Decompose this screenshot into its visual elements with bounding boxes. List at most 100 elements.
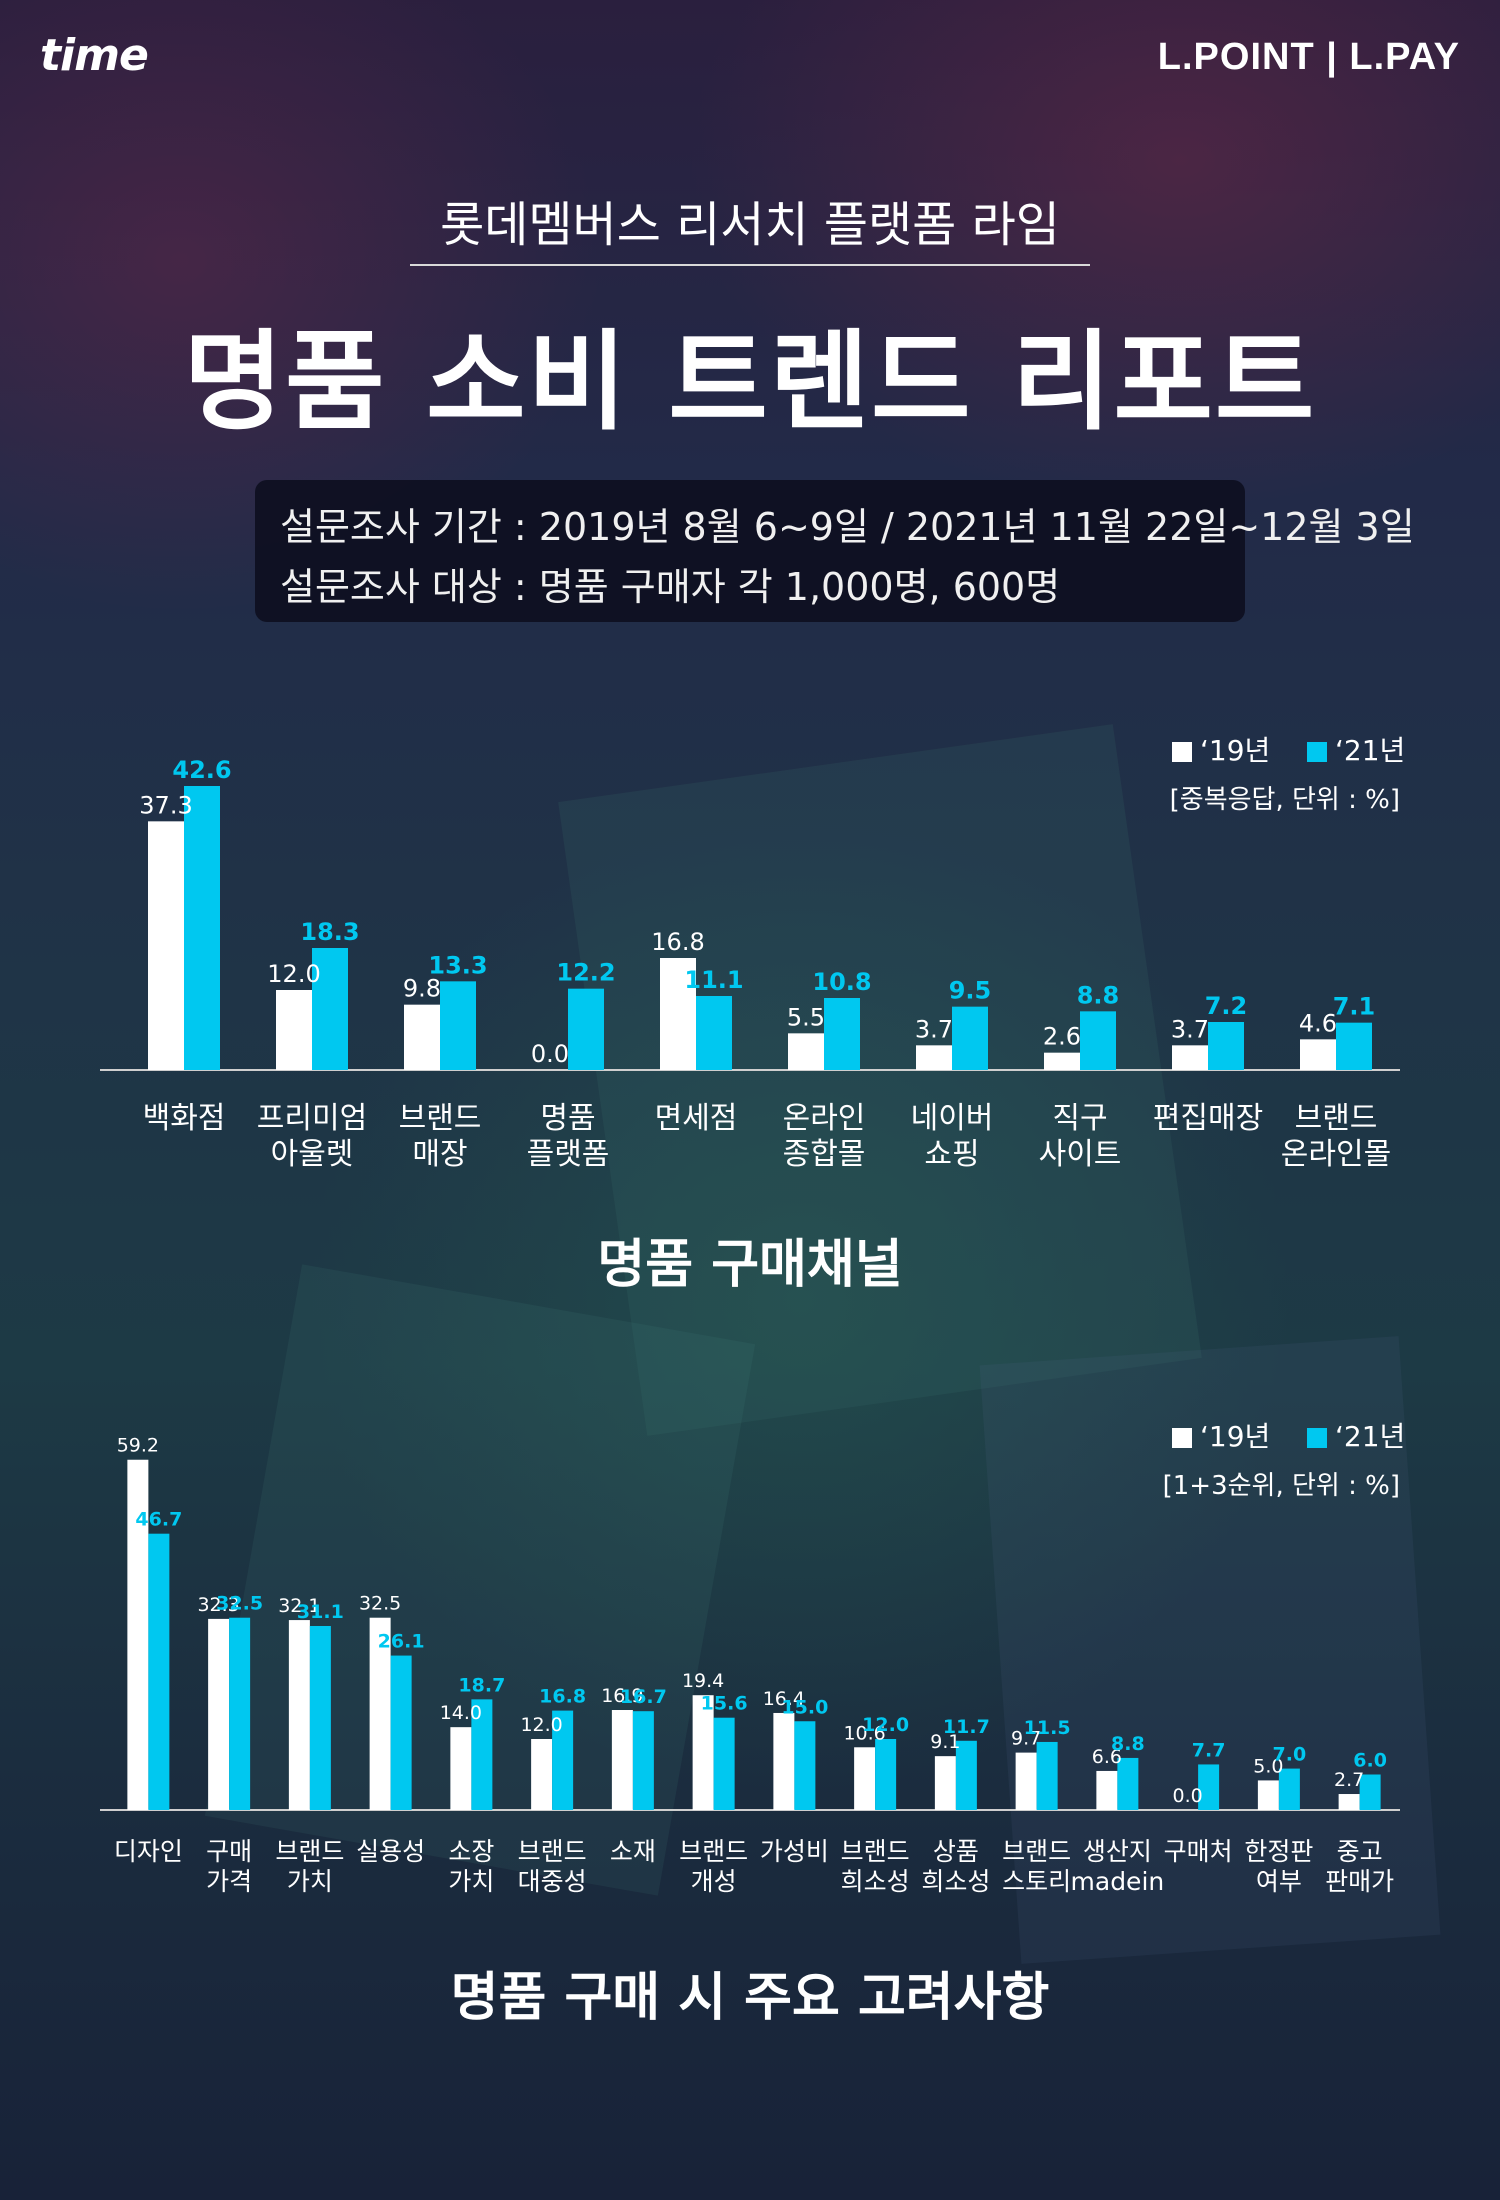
category-label: 직구 bbox=[1052, 1101, 1107, 1136]
category-label: 네이버 bbox=[911, 1101, 994, 1136]
data-label-2021: 26.1 bbox=[378, 1631, 425, 1653]
category-label: 상품 bbox=[933, 1837, 979, 1866]
data-label-2019: 32.3 bbox=[197, 1594, 239, 1616]
data-label-2021: 16.8 bbox=[539, 1686, 586, 1708]
survey-target: 설문조사 대상 : 명품 구매자 각 1,000명, 600명 bbox=[280, 565, 1061, 609]
bar-2021 bbox=[1036, 1741, 1058, 1810]
category-label: 온라인 bbox=[783, 1101, 866, 1136]
legend-swatch-2019 bbox=[1172, 1428, 1192, 1448]
data-label-2021: 16.7 bbox=[620, 1686, 667, 1708]
data-label-2021: 11.5 bbox=[1024, 1717, 1071, 1739]
data-label-2019: 9.8 bbox=[403, 975, 441, 1003]
bar-2021 bbox=[229, 1617, 251, 1810]
data-label-2021: 15.6 bbox=[701, 1693, 748, 1715]
lpoint-lpay-logo: L.POINT | L.PAY bbox=[1157, 36, 1460, 78]
data-label-2021: 7.7 bbox=[1192, 1739, 1226, 1761]
category-label: 브랜드 bbox=[679, 1837, 748, 1866]
category-label: 개성 bbox=[691, 1867, 737, 1896]
subtitle-underline bbox=[410, 264, 1090, 266]
data-label-2021: 7.0 bbox=[1273, 1744, 1307, 1766]
bar-2021 bbox=[1198, 1764, 1220, 1810]
category-label: 사이트 bbox=[1039, 1137, 1122, 1172]
bar-2021 bbox=[1117, 1757, 1139, 1810]
category-label: 소재 bbox=[610, 1837, 656, 1866]
bar-2021 bbox=[440, 981, 476, 1070]
category-label: 여부 bbox=[1256, 1867, 1302, 1896]
bar-2019 bbox=[369, 1617, 391, 1810]
bar-2019 bbox=[208, 1618, 230, 1810]
category-label: 편집매장 bbox=[1153, 1101, 1263, 1136]
category-label: madein bbox=[1071, 1867, 1165, 1896]
bar-2019 bbox=[450, 1727, 472, 1810]
bar-2019 bbox=[1015, 1752, 1037, 1810]
bar-2019 bbox=[404, 1004, 440, 1070]
bar-2021 bbox=[1080, 1011, 1116, 1070]
category-label: 프리미엄 bbox=[257, 1101, 367, 1136]
category-label: 가격 bbox=[206, 1867, 252, 1896]
bar-2021 bbox=[1208, 1022, 1244, 1070]
data-label-2019: 59.2 bbox=[117, 1435, 159, 1457]
data-label-2021: 11.1 bbox=[684, 966, 743, 994]
data-label-2019: 2.7 bbox=[1334, 1769, 1364, 1791]
category-label: 매장 bbox=[412, 1137, 467, 1172]
category-label: 희소성 bbox=[841, 1867, 910, 1896]
bar-2021 bbox=[390, 1655, 412, 1810]
data-label-2019: 10.6 bbox=[843, 1722, 885, 1744]
data-label-2019: 32.5 bbox=[359, 1593, 401, 1615]
bar-2019 bbox=[660, 958, 696, 1070]
category-label: 중고 bbox=[1337, 1837, 1383, 1866]
data-label-2021: 46.7 bbox=[135, 1509, 182, 1531]
category-label: 소장 bbox=[448, 1837, 494, 1866]
data-label-2021: 13.3 bbox=[428, 951, 487, 979]
category-label: 브랜드 bbox=[518, 1837, 587, 1866]
bar-2019 bbox=[1257, 1780, 1279, 1810]
bar-2021 bbox=[696, 996, 732, 1070]
bar-2021 bbox=[824, 998, 860, 1070]
category-label: 실용성 bbox=[356, 1837, 425, 1866]
purchase-factors-chart: 59.246.7디자인32.332.5구매가격32.131.1브랜드가치32.5… bbox=[100, 1420, 1405, 1896]
data-label-2019: 3.7 bbox=[915, 1015, 953, 1043]
data-label-2021: 8.8 bbox=[1111, 1733, 1145, 1755]
data-label-2021: 18.3 bbox=[300, 918, 359, 946]
data-label-2021: 32.5 bbox=[216, 1593, 263, 1615]
bar-2021 bbox=[1336, 1022, 1372, 1070]
bar-2019 bbox=[1096, 1770, 1118, 1810]
data-label-2021: 9.5 bbox=[949, 977, 992, 1005]
bar-2021 bbox=[713, 1717, 735, 1810]
data-label-2021: 11.7 bbox=[943, 1716, 990, 1738]
bar-2019 bbox=[1044, 1052, 1080, 1070]
legend-label-2019: ‘19년 bbox=[1200, 734, 1270, 767]
data-label-2021: 7.2 bbox=[1205, 992, 1248, 1020]
bar-2019 bbox=[788, 1033, 824, 1070]
category-label: 생산지 bbox=[1083, 1837, 1152, 1866]
data-label-2019: 2.6 bbox=[1043, 1023, 1081, 1051]
bar-2021 bbox=[568, 988, 604, 1070]
category-label: 쇼핑 bbox=[924, 1137, 979, 1172]
data-label-2019: 0.0 bbox=[1173, 1785, 1203, 1807]
bar-2021 bbox=[952, 1006, 988, 1070]
category-label: 면세점 bbox=[655, 1101, 738, 1136]
bar-2021 bbox=[309, 1625, 331, 1810]
legend-label-2019: ‘19년 bbox=[1200, 1420, 1270, 1453]
data-label-2019: 6.6 bbox=[1092, 1746, 1122, 1768]
bar-2021 bbox=[471, 1699, 493, 1810]
purchase-channel-chart-title: 명품 구매채널 bbox=[597, 1235, 903, 1295]
page-title: 명품 소비 트렌드 리포트 bbox=[183, 320, 1317, 445]
data-label-2019: 37.3 bbox=[139, 791, 192, 819]
legend-swatch-2021 bbox=[1307, 742, 1327, 762]
bar-2021 bbox=[552, 1710, 574, 1810]
data-label-2019: 16.9 bbox=[601, 1685, 643, 1707]
bar-2019 bbox=[288, 1620, 310, 1810]
chart-unit-note: [중복응답, 단위 : %] bbox=[1170, 785, 1400, 815]
category-label: 대중성 bbox=[518, 1867, 587, 1896]
category-label: 한정판 bbox=[1244, 1837, 1313, 1866]
category-label: 구매처 bbox=[1164, 1837, 1233, 1866]
bar-2019 bbox=[916, 1045, 952, 1070]
category-label: 브랜드 bbox=[275, 1837, 344, 1866]
data-label-2021: 10.8 bbox=[812, 968, 871, 996]
chart-unit-note: [1+3순위, 단위 : %] bbox=[1163, 1471, 1400, 1501]
category-label: 온라인몰 bbox=[1281, 1137, 1391, 1172]
category-label: 명품 bbox=[540, 1101, 595, 1136]
bar-2021 bbox=[632, 1711, 654, 1810]
